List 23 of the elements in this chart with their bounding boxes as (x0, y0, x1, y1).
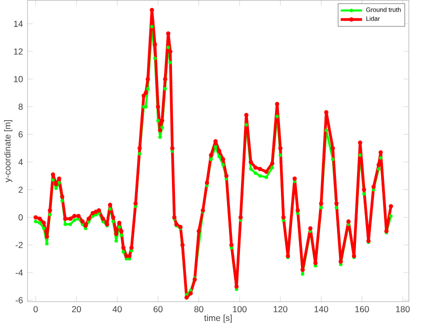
x-tick-label: 60 (154, 306, 163, 312)
y-tick-label: 12 (14, 48, 23, 54)
y-tick-label: -6 (16, 297, 23, 304)
y-tick-label: 2 (18, 186, 23, 193)
x-tick-label: 0 (34, 306, 38, 312)
y-tick-label: -4 (16, 270, 23, 276)
y-tick-label: 0 (18, 214, 23, 220)
x-tick-label: 20 (72, 306, 81, 312)
y-tick-label: 10 (14, 76, 23, 82)
y-tick-label: 6 (18, 131, 23, 138)
y-tick-label: 4 (18, 158, 23, 165)
x-tick-label: 40 (112, 306, 122, 312)
x-tick-label: 160 (355, 306, 369, 312)
x-axis-title: time [s] (204, 314, 232, 323)
y-axis-title: y-coordinate [m] (4, 120, 12, 182)
y-tick-label: 14 (14, 20, 23, 27)
x-tick-label: 80 (194, 306, 204, 312)
x-tick-label: 180 (396, 306, 410, 312)
x-tick-label: 100 (232, 306, 247, 312)
x-tick-label: 140 (314, 306, 328, 312)
y-tick-label: -2 (16, 242, 23, 248)
x-tick-label: 120 (274, 306, 288, 312)
y-tick-label: 8 (18, 104, 23, 110)
